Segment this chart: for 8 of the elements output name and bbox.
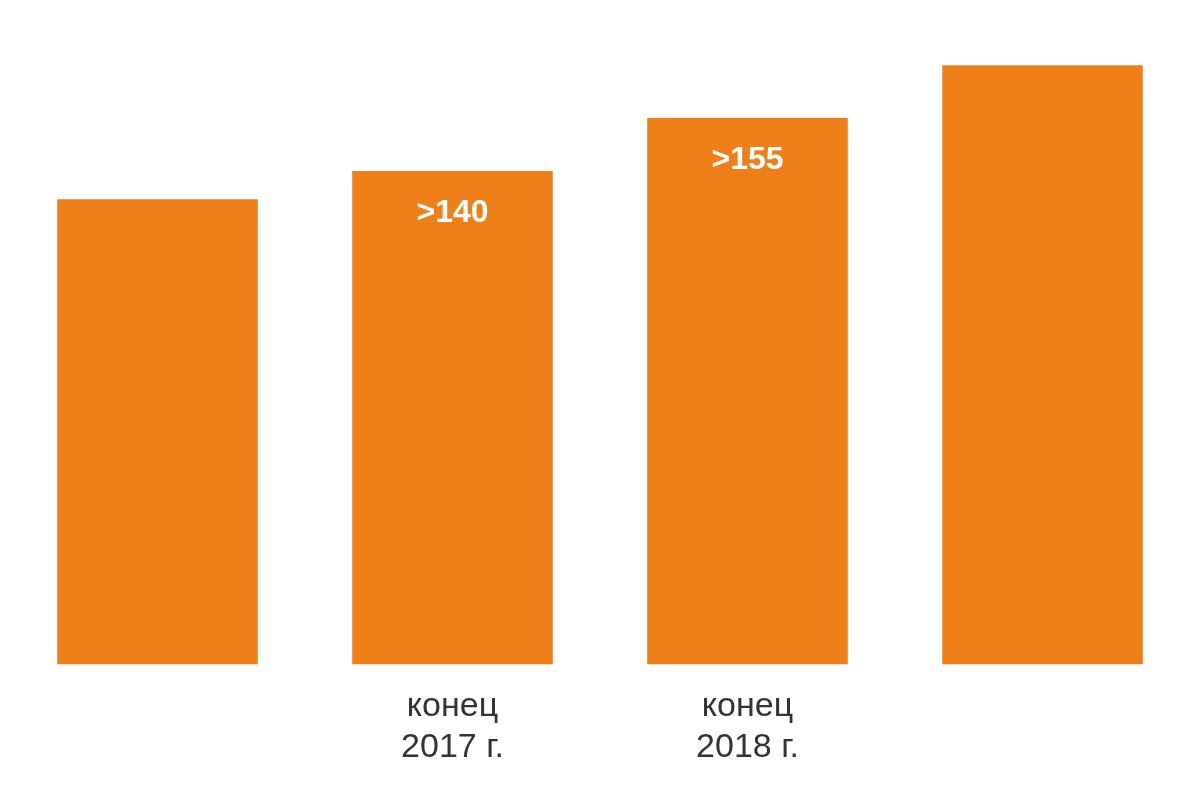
data-label: >140	[416, 192, 489, 229]
bar	[352, 170, 553, 665]
x-tick-label: конец 2017 г.	[401, 685, 504, 764]
bar	[57, 199, 258, 665]
bar	[647, 118, 848, 665]
data-label: >155	[711, 139, 784, 176]
x-tick-label: конец 2018 г.	[696, 685, 799, 764]
bar	[942, 65, 1143, 665]
